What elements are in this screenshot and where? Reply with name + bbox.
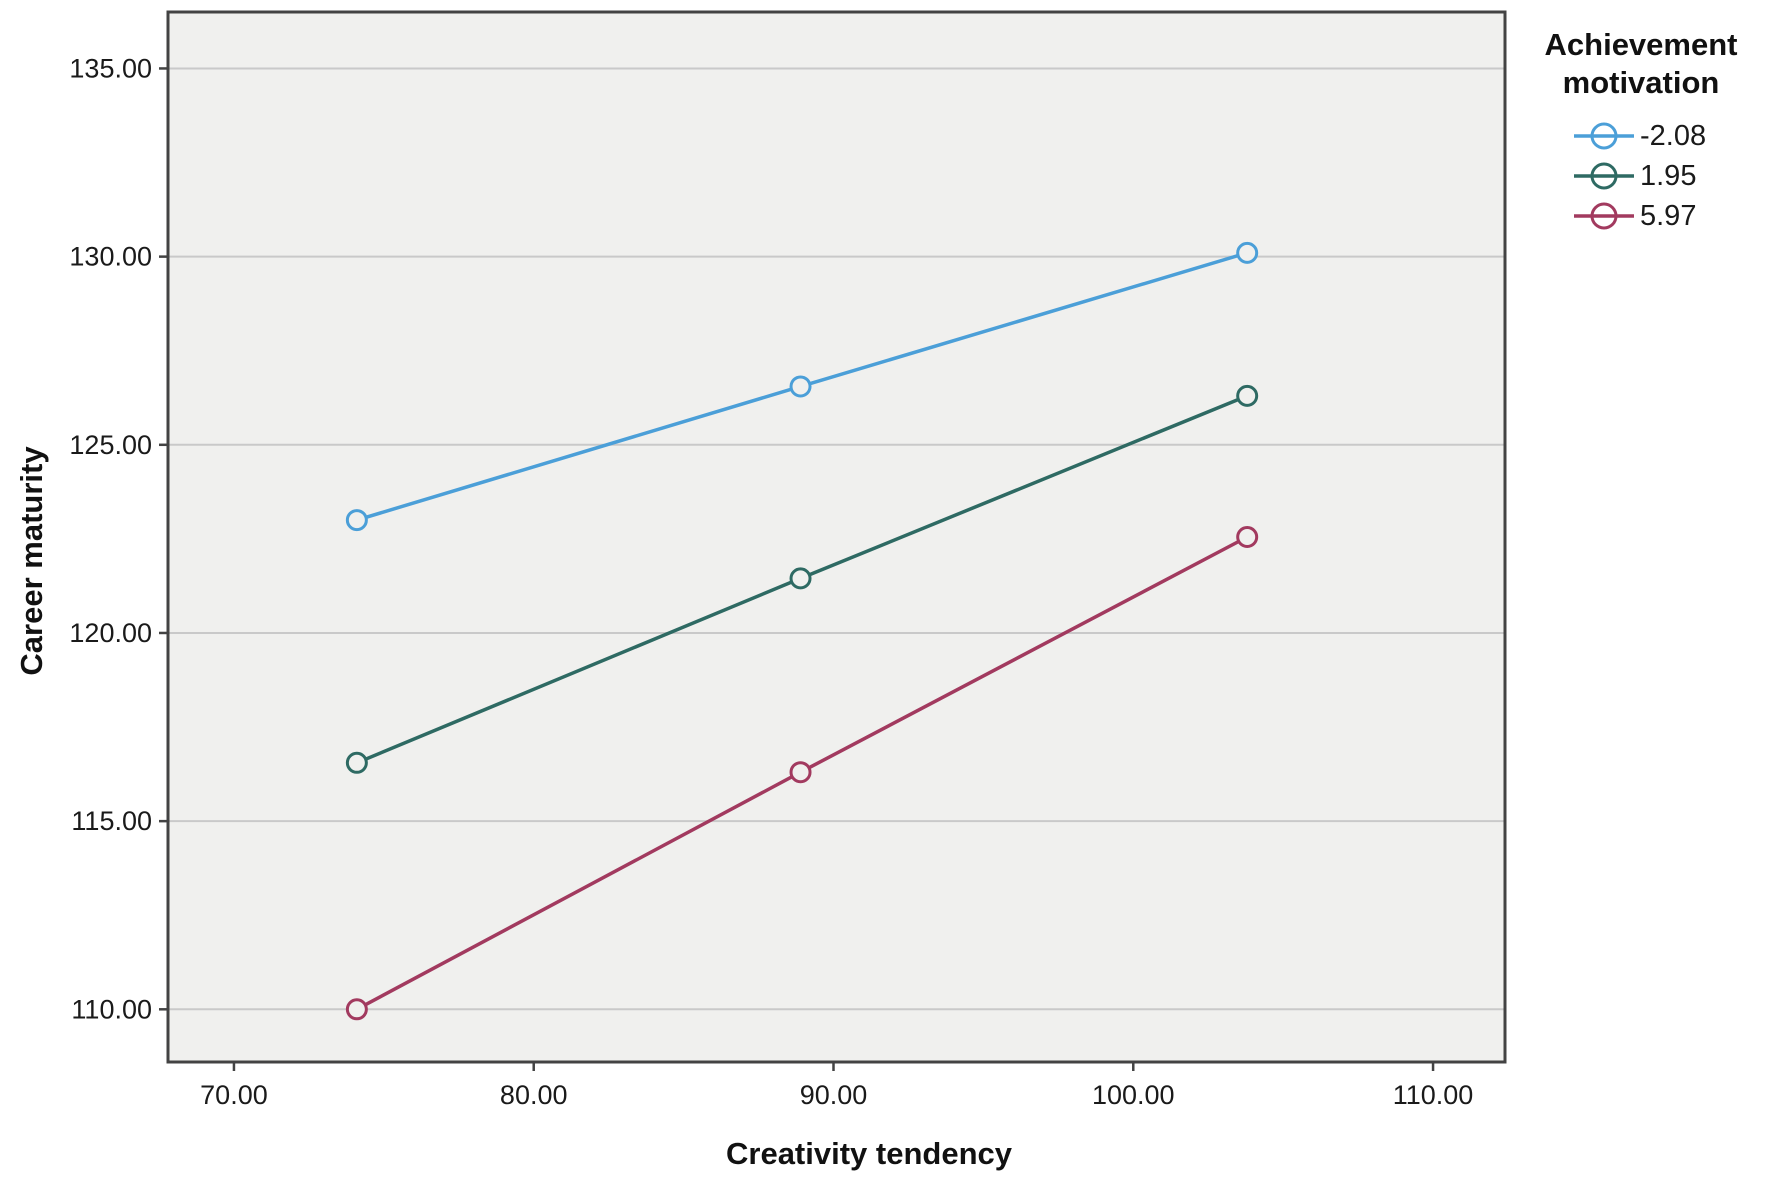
legend-item--2.08: -2.08 (1512, 116, 1770, 156)
x-tick-label: 90.00 (800, 1080, 868, 1110)
y-tick-label: 115.00 (71, 806, 152, 836)
y-axis-title: Career maturity (14, 446, 49, 676)
y-tick-label: 110.00 (71, 994, 152, 1024)
legend-item-label: 1.95 (1640, 159, 1697, 192)
x-tick-label: 100.00 (1092, 1080, 1175, 1110)
y-tick-label: 135.00 (69, 53, 152, 83)
y-tick-label: 125.00 (69, 430, 152, 460)
x-tick-label: 80.00 (500, 1080, 568, 1110)
series-marker-1.95 (1236, 384, 1259, 407)
series-marker-1.95 (345, 751, 368, 774)
series-marker-5.97 (345, 998, 368, 1021)
series-marker-1.95 (789, 567, 812, 590)
legend-marker-icon (1574, 122, 1634, 150)
legend-item-label: 5.97 (1640, 199, 1697, 232)
legend-item-label: -2.08 (1640, 119, 1707, 152)
legend-item-5.97: 5.97 (1512, 196, 1770, 236)
y-tick-label: 120.00 (69, 618, 152, 648)
y-tick-label: 130.00 (69, 242, 152, 272)
series-marker--2.08 (345, 509, 368, 532)
series-marker-5.97 (1236, 526, 1259, 548)
series-marker--2.08 (789, 375, 812, 398)
legend-items: -2.08 1.95 5.97 (1512, 116, 1770, 236)
plot-frame (166, 10, 1507, 1064)
x-axis-title: Creativity tendency (726, 1136, 1012, 1171)
series-marker-5.97 (789, 761, 812, 784)
x-tick-label: 70.00 (200, 1080, 268, 1110)
series-marker--2.08 (1236, 241, 1259, 264)
legend: Achievement motivation -2.08 1.95 5.97 (1512, 26, 1770, 236)
legend-title: Achievement motivation (1544, 27, 1738, 100)
legend-marker-icon (1574, 162, 1634, 190)
x-tick-label: 110.00 (1393, 1080, 1474, 1110)
legend-item-1.95: 1.95 (1512, 156, 1770, 196)
legend-marker-icon (1574, 202, 1634, 230)
plot-background (168, 12, 1505, 1062)
